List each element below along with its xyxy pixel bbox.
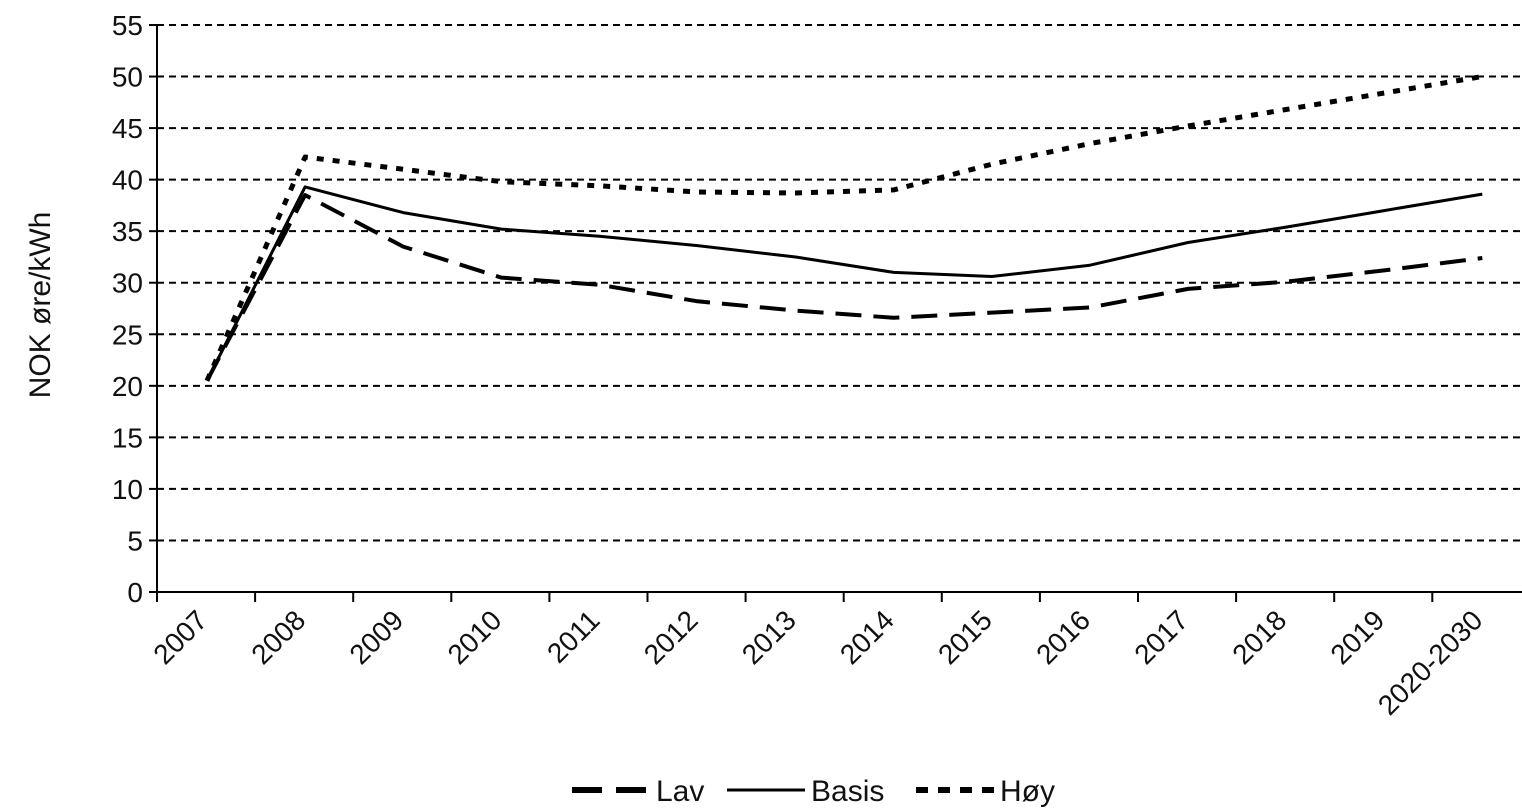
x-tick-label: 2018 (1226, 604, 1292, 670)
y-axis-label: NOK øre/kWh (24, 212, 57, 399)
x-tick-label: 2013 (736, 604, 802, 670)
x-tick-label: 2017 (1128, 604, 1194, 670)
series-line-lav (207, 195, 1482, 381)
legend-label: Basis (811, 775, 884, 808)
x-ticks: 2007 2008 2009 2010 2011 2012 2013 2014 2015 2016… (147, 592, 1488, 721)
y-tick-label: 30 (112, 268, 143, 299)
x-tick-label: 2008 (245, 604, 311, 670)
x-tick-label: 2016 (1030, 604, 1096, 670)
y-tick-label: 55 (112, 10, 143, 41)
y-tick-label: 50 (112, 62, 143, 93)
legend-label: Lav (656, 775, 704, 808)
x-tick-label: 2019 (1324, 604, 1390, 670)
x-tick-label: 2011 (541, 604, 606, 669)
y-tick-label: 25 (112, 319, 143, 350)
y-tick-label: 20 (112, 371, 143, 402)
legend: Lav Basis Høy (572, 775, 1055, 808)
series-line-basis (207, 187, 1482, 381)
y-tick-label: 35 (112, 216, 143, 247)
x-tick-label: 2014 (834, 604, 900, 670)
legend-label: Høy (1000, 775, 1055, 808)
x-tick-label: 2009 (343, 604, 409, 670)
y-tick-label: 40 (112, 165, 143, 196)
y-tick-label: 5 (127, 525, 143, 556)
x-tick-label: 2007 (147, 604, 213, 670)
axes (157, 25, 1522, 592)
x-tick-label: 2012 (638, 604, 704, 670)
y-tick-label: 15 (112, 422, 143, 453)
x-tick-label: 2020-2030 (1372, 604, 1489, 721)
x-tick-label: 2015 (932, 604, 998, 670)
y-ticks: 0 5 10 15 20 25 30 35 40 45 50 55 (112, 10, 157, 608)
x-tick-label: 2010 (442, 604, 508, 670)
y-tick-label: 10 (112, 474, 143, 505)
y-tick-label: 45 (112, 113, 143, 144)
y-tick-label: 0 (127, 577, 143, 608)
